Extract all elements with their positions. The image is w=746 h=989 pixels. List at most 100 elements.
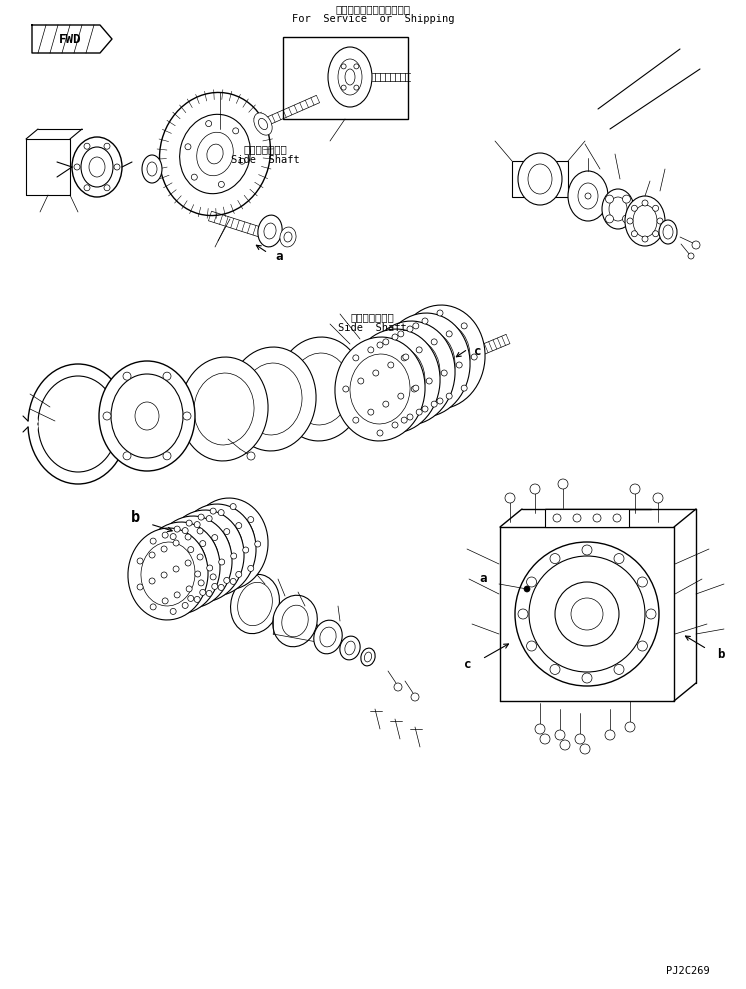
Text: b: b xyxy=(717,648,724,661)
Ellipse shape xyxy=(515,542,659,686)
Ellipse shape xyxy=(186,520,192,526)
Ellipse shape xyxy=(395,305,485,408)
Ellipse shape xyxy=(446,331,452,337)
Ellipse shape xyxy=(341,85,346,90)
Ellipse shape xyxy=(162,598,168,604)
Ellipse shape xyxy=(206,590,212,596)
Ellipse shape xyxy=(365,321,455,425)
Ellipse shape xyxy=(380,338,440,408)
Ellipse shape xyxy=(224,578,230,584)
Ellipse shape xyxy=(185,560,191,566)
Ellipse shape xyxy=(72,137,122,197)
Ellipse shape xyxy=(457,362,463,368)
Ellipse shape xyxy=(149,578,155,584)
Ellipse shape xyxy=(188,595,194,601)
Ellipse shape xyxy=(197,554,203,560)
Bar xyxy=(283,37,408,119)
Ellipse shape xyxy=(185,534,191,540)
Ellipse shape xyxy=(377,430,383,436)
Ellipse shape xyxy=(471,354,477,360)
Ellipse shape xyxy=(123,372,131,380)
Ellipse shape xyxy=(585,193,591,199)
Ellipse shape xyxy=(688,253,694,259)
Ellipse shape xyxy=(218,584,224,590)
Ellipse shape xyxy=(560,740,570,750)
Ellipse shape xyxy=(38,376,118,472)
Ellipse shape xyxy=(149,552,155,558)
Ellipse shape xyxy=(198,580,204,585)
Ellipse shape xyxy=(653,206,659,212)
Ellipse shape xyxy=(527,577,536,587)
Ellipse shape xyxy=(358,378,364,384)
Ellipse shape xyxy=(185,143,191,149)
Ellipse shape xyxy=(219,559,225,565)
Ellipse shape xyxy=(103,412,111,420)
Ellipse shape xyxy=(431,402,437,407)
Ellipse shape xyxy=(170,534,176,540)
Ellipse shape xyxy=(128,528,208,620)
Ellipse shape xyxy=(197,133,233,176)
Ellipse shape xyxy=(194,521,200,527)
Ellipse shape xyxy=(161,546,167,552)
Ellipse shape xyxy=(573,514,581,522)
Ellipse shape xyxy=(150,604,156,610)
Ellipse shape xyxy=(582,545,592,555)
Ellipse shape xyxy=(631,230,637,236)
Ellipse shape xyxy=(403,354,409,360)
Ellipse shape xyxy=(195,571,201,577)
Ellipse shape xyxy=(273,595,317,647)
Ellipse shape xyxy=(637,641,648,651)
Ellipse shape xyxy=(197,528,203,534)
Ellipse shape xyxy=(422,318,428,324)
Ellipse shape xyxy=(550,665,560,674)
Ellipse shape xyxy=(280,227,296,247)
Ellipse shape xyxy=(147,162,157,176)
Ellipse shape xyxy=(188,498,268,590)
Ellipse shape xyxy=(401,355,407,361)
Ellipse shape xyxy=(398,331,404,337)
Ellipse shape xyxy=(528,164,552,194)
Ellipse shape xyxy=(437,398,443,404)
Text: b: b xyxy=(131,509,140,524)
Ellipse shape xyxy=(84,143,90,149)
Ellipse shape xyxy=(605,730,615,740)
Ellipse shape xyxy=(135,402,159,430)
Ellipse shape xyxy=(228,347,316,451)
Ellipse shape xyxy=(341,64,346,69)
Ellipse shape xyxy=(609,197,627,221)
Ellipse shape xyxy=(152,516,232,608)
Ellipse shape xyxy=(207,144,223,164)
Ellipse shape xyxy=(176,504,256,596)
Text: FWD: FWD xyxy=(59,33,81,45)
Ellipse shape xyxy=(368,347,374,353)
Ellipse shape xyxy=(614,554,624,564)
Text: PJ2C269: PJ2C269 xyxy=(666,966,710,976)
Ellipse shape xyxy=(631,206,637,212)
Ellipse shape xyxy=(441,370,447,376)
Ellipse shape xyxy=(320,627,336,647)
Ellipse shape xyxy=(388,362,394,368)
Ellipse shape xyxy=(123,452,131,460)
Ellipse shape xyxy=(606,215,613,223)
Ellipse shape xyxy=(431,339,437,345)
Ellipse shape xyxy=(114,164,120,170)
Ellipse shape xyxy=(104,143,110,149)
Ellipse shape xyxy=(580,744,590,754)
Text: c: c xyxy=(474,344,481,357)
Ellipse shape xyxy=(163,452,171,460)
Ellipse shape xyxy=(177,524,231,588)
Ellipse shape xyxy=(231,579,236,584)
Ellipse shape xyxy=(614,665,624,674)
Ellipse shape xyxy=(642,200,648,206)
Ellipse shape xyxy=(239,158,245,164)
Ellipse shape xyxy=(350,329,440,433)
Ellipse shape xyxy=(622,215,630,223)
Ellipse shape xyxy=(104,185,110,191)
Ellipse shape xyxy=(258,119,268,130)
Ellipse shape xyxy=(343,386,349,392)
Ellipse shape xyxy=(663,225,673,239)
Ellipse shape xyxy=(413,385,419,391)
Ellipse shape xyxy=(373,370,379,376)
Ellipse shape xyxy=(657,218,663,224)
Text: a: a xyxy=(480,573,487,585)
